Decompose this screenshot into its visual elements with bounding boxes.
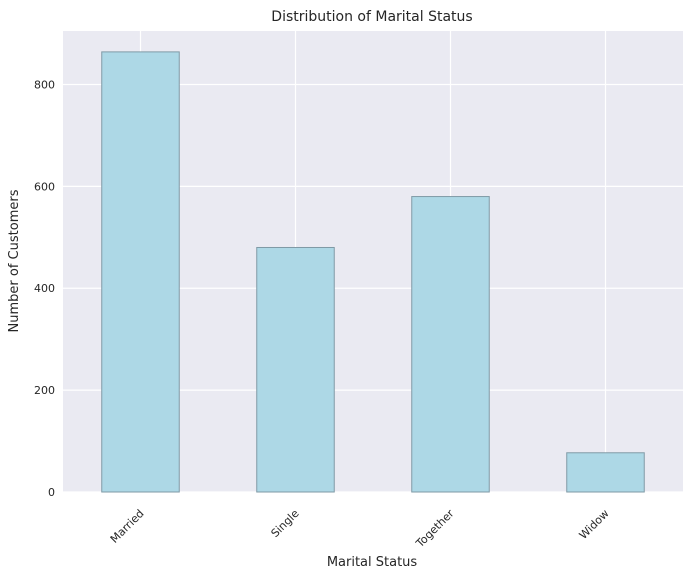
bar-married — [101, 51, 180, 493]
y-tick-label: 400 — [34, 282, 55, 295]
y-tick-label: 200 — [34, 384, 55, 397]
bar-widow — [566, 452, 645, 493]
y-tick-label: 800 — [34, 78, 55, 91]
x-tick-label: Married — [108, 507, 147, 546]
x-tick-label: Together — [413, 507, 457, 551]
y-axis-label: Number of Customers — [7, 189, 22, 332]
x-tick-label: Widow — [577, 507, 612, 542]
y-tick-label: 0 — [48, 486, 55, 499]
chart-title: Distribution of Marital Status — [271, 9, 472, 25]
y-axis-ticks: 0 200 400 600 800 — [34, 78, 55, 499]
y-tick-label: 600 — [34, 180, 55, 193]
bar-together — [411, 196, 490, 493]
bar-single — [256, 246, 335, 493]
bars — [101, 51, 645, 493]
x-axis-ticks: Married Single Together Widow — [108, 507, 612, 551]
x-axis-label: Marital Status — [327, 555, 418, 570]
x-tick-label: Single — [269, 507, 302, 540]
